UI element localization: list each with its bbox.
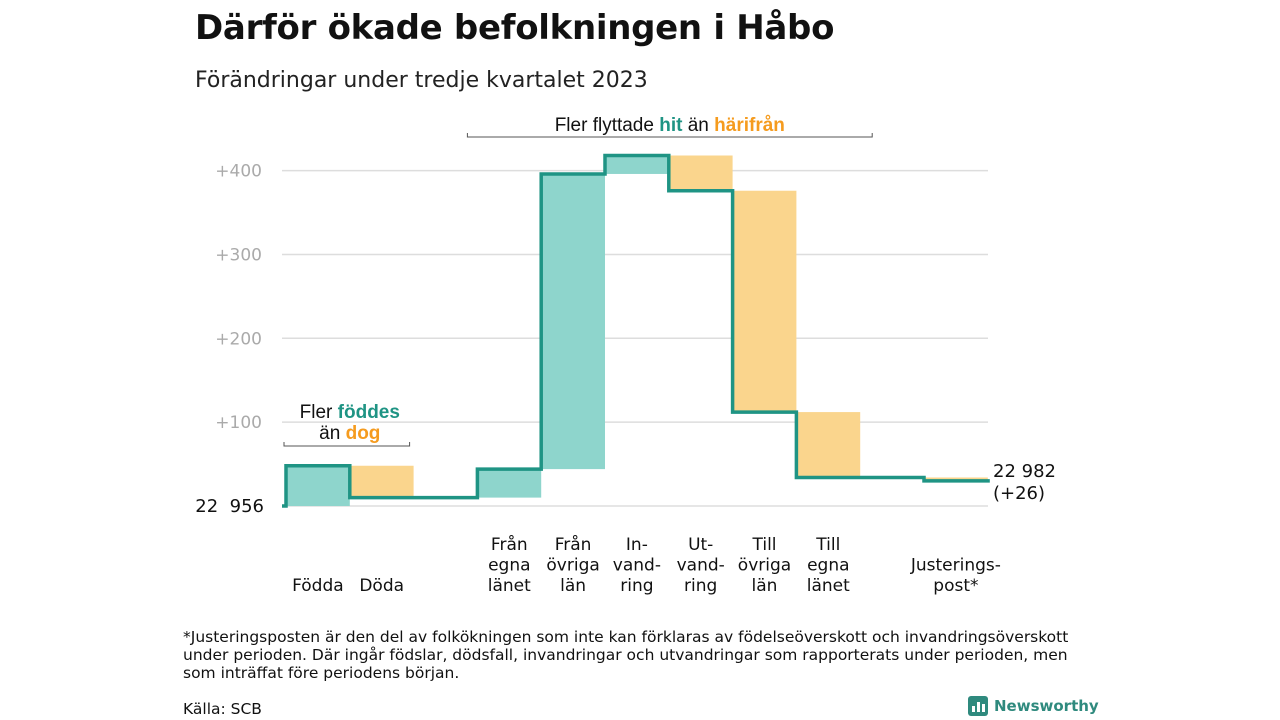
category-label: Födda [292, 576, 344, 596]
category-label: vand- [613, 556, 661, 576]
annotation-bracket [283, 442, 411, 447]
y-tick-label: +100 [215, 413, 262, 433]
category-label: övriga [738, 556, 791, 576]
annotation-bracket [466, 133, 873, 138]
cumulative-step-line [282, 153, 990, 508]
category-label: Justerings- [910, 556, 1001, 576]
annotation-segment: än [682, 115, 714, 136]
source: Källa: SCB [183, 700, 262, 718]
category-label: län [752, 576, 778, 596]
waterfall-bar [286, 465, 350, 506]
category-label: Till [815, 535, 840, 555]
y-tick-label: +400 [215, 162, 262, 182]
category-label: post* [933, 576, 978, 596]
chart-subtitle: Förändringar under tredje kvartalet 2023 [195, 68, 648, 93]
chart-title: Därför ökade befolkningen i Håbo [195, 8, 835, 48]
waterfall-bar [668, 155, 733, 191]
y-tick-label: +200 [215, 329, 262, 349]
annotation-segment: än [319, 423, 345, 444]
end-value-label: 22 982 [993, 461, 1056, 482]
category-label: egna [488, 556, 530, 576]
waterfall-bar [732, 190, 797, 413]
category-label: ring [684, 576, 717, 596]
category-label: Från [491, 534, 528, 555]
newsworthy-logo-icon [968, 696, 988, 716]
footnote: *Justeringsposten är den del av folkökni… [183, 628, 1069, 682]
category-label: egna [807, 556, 849, 576]
annotation-segment: Fler flyttade [555, 115, 660, 136]
category-label: Från [555, 534, 592, 555]
category-label: vand- [677, 556, 725, 576]
annotation-text: än dog [319, 423, 380, 444]
category-label: län [560, 576, 586, 596]
category-label: ring [620, 576, 653, 596]
y-tick-label: +300 [215, 245, 262, 265]
waterfall-bar [605, 155, 669, 174]
category-label: Till [751, 535, 776, 555]
brand: Newsworthy [968, 696, 1099, 716]
annotation-segment: hit [659, 115, 683, 136]
annotation-text: Fler flyttade hit än härifrån [555, 115, 785, 136]
annotation-segment: dog [346, 423, 381, 444]
waterfall-bar [477, 469, 542, 498]
category-label: länet [488, 576, 531, 596]
waterfall-bar [796, 412, 861, 478]
category-label: In- [626, 535, 648, 555]
start-value-label: 22 956 [195, 496, 264, 517]
waterfall-bar [541, 173, 605, 470]
brand-name: Newsworthy [994, 697, 1099, 715]
category-label: Döda [359, 576, 404, 596]
category-label: länet [807, 576, 850, 596]
category-label: övriga [546, 556, 599, 576]
category-label: Ut- [688, 535, 713, 555]
waterfall-bar [349, 465, 414, 498]
end-change-label: (+26) [993, 483, 1045, 504]
annotation-segment: härifrån [714, 115, 785, 136]
annotation-segment: föddes [338, 402, 400, 423]
annotation-text: Fler föddes [300, 402, 400, 423]
annotation-segment: Fler [300, 402, 338, 423]
